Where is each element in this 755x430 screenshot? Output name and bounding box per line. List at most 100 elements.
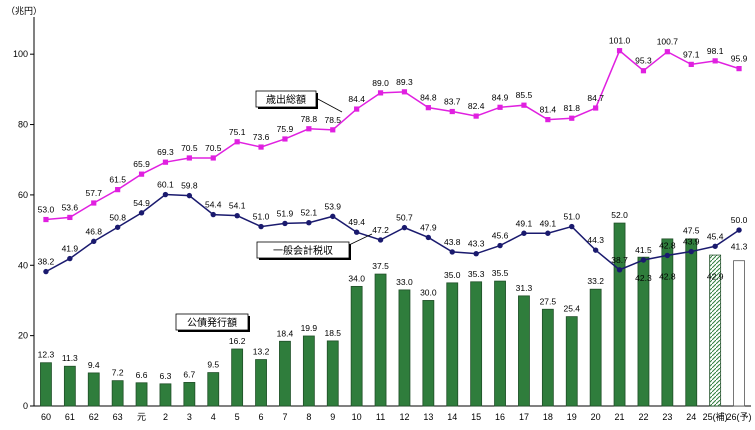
data-label: 84.8 — [420, 93, 437, 103]
data-label: 27.5 — [540, 296, 557, 306]
data-label: 61.5 — [109, 175, 126, 185]
data-label: 60.1 — [157, 180, 174, 190]
point-marker — [162, 159, 169, 165]
data-label: 30.0 — [420, 287, 437, 297]
data-label: 54.4 — [205, 200, 222, 210]
point-marker — [138, 210, 145, 216]
x-tick-label: 60 — [41, 412, 51, 422]
data-label: 53.0 — [38, 205, 55, 215]
x-tick-label: 18 — [543, 412, 553, 422]
bar — [709, 254, 722, 407]
data-label: 38.7 — [611, 255, 628, 265]
point-marker — [43, 216, 49, 223]
bar — [422, 300, 435, 407]
point-marker — [569, 115, 575, 121]
x-tick-label: 9 — [330, 412, 335, 422]
data-label: 33.0 — [396, 277, 413, 287]
x-tick-label: 11 — [376, 412, 385, 422]
data-label: 12.3 — [38, 350, 55, 360]
data-label: 44.3 — [587, 235, 604, 245]
data-label: 13.2 — [253, 347, 270, 357]
data-label: 53.9 — [324, 201, 341, 211]
data-label: 78.8 — [301, 114, 318, 124]
x-tick-label: 2 — [163, 412, 168, 422]
data-label: 19.9 — [301, 323, 318, 333]
data-label: 9.4 — [88, 360, 100, 370]
point-marker — [401, 224, 408, 231]
data-label: 50.0 — [731, 215, 748, 225]
data-label: 46.8 — [85, 226, 102, 236]
x-tick-label: 17 — [519, 412, 529, 422]
point-marker — [712, 243, 718, 249]
data-label: 65.9 — [133, 159, 150, 169]
bar — [494, 280, 506, 407]
series-line — [45, 193, 740, 273]
x-tick-label: 23 — [662, 412, 672, 422]
data-label: 45.4 — [707, 231, 724, 241]
data-label: 59.8 — [181, 181, 198, 191]
point-marker — [377, 237, 384, 243]
bar-series — [40, 222, 745, 407]
y-tick-label: 80 — [18, 120, 28, 130]
data-label: 57.7 — [85, 188, 102, 198]
data-label: 9.5 — [207, 360, 219, 370]
bar — [661, 238, 674, 407]
data-label: 53.6 — [62, 202, 79, 212]
point-marker — [688, 61, 694, 67]
label-box-shadow — [248, 316, 250, 332]
point-marker — [306, 220, 312, 226]
data-label: 49.4 — [348, 217, 365, 227]
data-label: 81.4 — [540, 105, 557, 115]
data-label: 41.5 — [635, 245, 652, 255]
point-marker — [473, 113, 479, 119]
data-labels: 53.0 53.6 57.7 61.5 65.9 69.3 70.5 70.5 75.1 73.6… — [38, 36, 748, 381]
data-label: 84.9 — [492, 92, 509, 102]
data-label: 75.9 — [277, 124, 294, 134]
x-tick-label: 5 — [235, 412, 240, 422]
point-marker — [91, 238, 97, 245]
bar — [255, 359, 267, 407]
point-marker — [473, 250, 479, 257]
data-label: 42.3 — [635, 273, 652, 283]
data-label: 18.4 — [277, 328, 294, 338]
data-label: 35.0 — [444, 270, 461, 280]
data-label: 42.8 — [659, 240, 676, 250]
point-marker — [43, 268, 49, 275]
point-marker — [138, 171, 145, 177]
data-label: 25.4 — [563, 304, 580, 314]
point-marker — [234, 139, 240, 145]
bar — [40, 362, 52, 407]
label-box-text: 歳出総額 — [266, 93, 306, 106]
point-marker — [401, 89, 408, 95]
label-box-shadow — [258, 107, 318, 109]
data-label: 35.5 — [492, 268, 509, 278]
bar — [87, 372, 100, 407]
point-marker — [67, 214, 73, 221]
point-marker — [545, 117, 551, 123]
bar — [279, 340, 291, 407]
data-label: 82.4 — [468, 101, 485, 111]
label-box-text: 公債発行額 — [187, 316, 237, 329]
point-marker — [736, 227, 742, 233]
point-marker — [497, 242, 503, 249]
data-label: 51.9 — [277, 208, 294, 218]
data-label: 100.7 — [657, 37, 679, 47]
data-label: 89.0 — [372, 78, 389, 88]
data-label: 52.0 — [611, 210, 628, 220]
data-label: 38.2 — [38, 257, 55, 267]
bar — [685, 238, 698, 407]
point-marker — [114, 224, 121, 230]
x-tick-label: 12 — [399, 412, 409, 422]
data-label: 7.2 — [112, 368, 124, 378]
point-marker — [258, 144, 264, 150]
point-marker — [354, 106, 360, 112]
data-label: 43.8 — [444, 237, 461, 247]
point-marker — [162, 191, 169, 198]
data-label: 70.5 — [205, 143, 222, 153]
point-marker — [521, 230, 527, 236]
point-marker — [640, 257, 647, 263]
bar — [637, 256, 650, 407]
data-label: 42.8 — [659, 271, 676, 281]
x-tick-label: 14 — [447, 412, 457, 422]
data-label: 50.7 — [396, 213, 413, 223]
